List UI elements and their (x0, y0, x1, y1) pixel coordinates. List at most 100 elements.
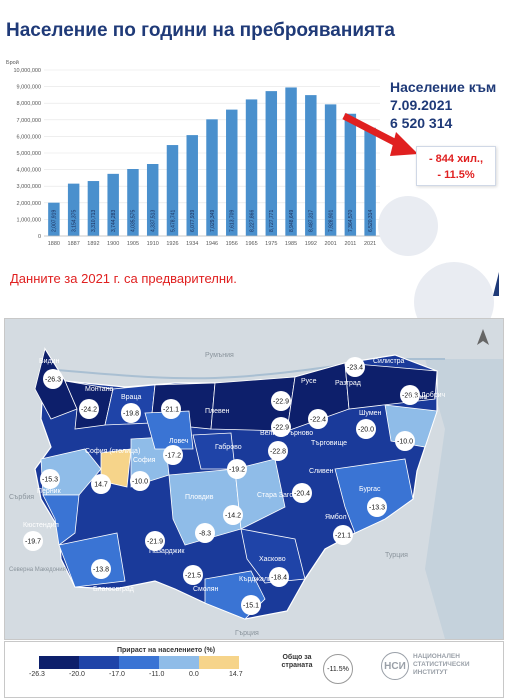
legend-color-scale (39, 656, 239, 669)
region-value: -22.9 (273, 399, 289, 406)
x-tick-label: 2011 (344, 241, 356, 247)
bar (87, 181, 100, 236)
legend-tick: -17.0 (109, 671, 125, 678)
region-value-circle (145, 531, 165, 551)
region-value: -10.0 (132, 479, 148, 486)
region-value-circle (40, 469, 60, 489)
region-value-circle (271, 391, 291, 411)
region-value-circle (183, 565, 203, 585)
x-tick-label: 1900 (107, 241, 119, 247)
decorative-triangle (493, 272, 499, 296)
y-tick-label: 2,000,000 (17, 201, 41, 207)
bar (48, 202, 60, 236)
region-name: Кърджали (239, 576, 272, 583)
region-value-circle (121, 403, 141, 423)
region-name: Русе (301, 378, 317, 385)
region-name: Стара Загора (257, 492, 301, 499)
region-name: Враца (121, 394, 141, 401)
country-total-label: Общо за страната (281, 654, 313, 669)
region-value-circle (161, 399, 181, 419)
region-value-circle (395, 431, 415, 451)
population-line1: Население към (390, 79, 497, 95)
region-name: Кюстендил (23, 522, 59, 529)
neighbor-label: Гърция (235, 630, 259, 637)
x-tick-label: 1880 (48, 241, 60, 247)
region-value: -21.5 (185, 573, 201, 580)
y-axis-label: Брой (6, 59, 19, 66)
region-value-circle (268, 441, 288, 461)
region-value: -8.3 (199, 531, 211, 538)
region-value: -22.9 (273, 425, 289, 432)
region-value-circle (43, 369, 63, 389)
region-value-circle (269, 567, 289, 587)
region-value: -24.2 (81, 407, 97, 414)
region-name: Благоевград (93, 586, 134, 593)
region-value-circle (356, 419, 376, 439)
data-label: 3,744,283 (111, 210, 117, 232)
region-name: Силистра (373, 358, 405, 365)
region-name: Търговище (311, 440, 347, 447)
region-value: -10.0 (397, 439, 413, 446)
x-tick-label: 2001 (324, 241, 336, 247)
region-name: Габрово (215, 443, 242, 451)
region-value-circle (241, 595, 261, 615)
x-tick-label: 1892 (87, 241, 99, 247)
region-value-circle (91, 474, 111, 494)
region-name: Видин (39, 358, 60, 365)
decline-box: - 844 хил., - 11.5% (416, 146, 496, 186)
data-label: 8,727,771 (269, 210, 275, 232)
region-value-circle (227, 459, 247, 479)
region-name: Ловеч (169, 438, 189, 445)
region-value: -22.8 (270, 449, 286, 456)
x-tick-label: 2021 (364, 241, 376, 247)
nsi-name: НАЦИОНАЛЕН СТАТИСТИЧЕСКИ ИНСТИТУТ (413, 653, 470, 677)
legend-swatch (79, 656, 119, 669)
nsi-logo-icon: НСИ (381, 652, 409, 680)
region-name: Ямбол (325, 513, 347, 521)
data-label: 8,948,649 (289, 210, 295, 232)
data-label: 3,310,713 (91, 210, 97, 232)
region-value-circle (292, 483, 312, 503)
bar (186, 135, 198, 236)
legend-swatch (119, 656, 159, 669)
neighbor-label: Турция (385, 552, 408, 559)
region-value: -19.8 (123, 411, 139, 418)
data-label: 8,487,317 (309, 210, 315, 232)
bar (127, 169, 139, 236)
decline-absolute: - 844 хил., (428, 153, 484, 165)
region-value: -20.0 (358, 427, 374, 434)
region-value: -19.2 (229, 467, 245, 474)
region-value: -15.1 (243, 603, 259, 610)
bar (166, 145, 179, 236)
page-title: Население по години на преброяванията (6, 20, 395, 41)
region-name: Разград (335, 380, 361, 387)
region-name: Смолян (193, 586, 218, 593)
region-value: -26.3 (402, 393, 418, 400)
population-value: 6 520 314 (390, 115, 453, 131)
legend-swatch (159, 656, 199, 669)
x-tick-label: 1985 (285, 241, 297, 247)
y-tick-label: 3,000,000 (17, 184, 41, 190)
legend-title: Прираст на населението (%) (117, 647, 216, 654)
region-name: Хасково (259, 556, 286, 563)
region-name: Перник (37, 488, 62, 495)
y-tick-label: 4,000,000 (17, 168, 41, 174)
region-value-circle (91, 559, 111, 579)
data-label: 8,227,866 (249, 210, 255, 232)
region-value: -17.2 (165, 453, 181, 460)
region-value-circle (195, 523, 215, 543)
region-value: -22.4 (310, 417, 326, 424)
region-value: -23.4 (347, 365, 363, 372)
data-label: 4,337,513 (151, 210, 157, 232)
region-value-circle (223, 505, 243, 525)
bar (285, 87, 297, 236)
region-value-circle (333, 525, 353, 545)
neighbor-label: Сърбия (9, 493, 34, 501)
nsi-name-line: СТАТИСТИЧЕСКИ (413, 661, 470, 668)
region-value: -21.1 (335, 533, 351, 540)
bar (324, 104, 337, 236)
region-value-circle (345, 357, 365, 377)
legend-tick: -26.3 (29, 671, 45, 678)
region-value: -14.2 (225, 513, 241, 520)
y-tick-label: 9,000,000 (17, 85, 41, 91)
